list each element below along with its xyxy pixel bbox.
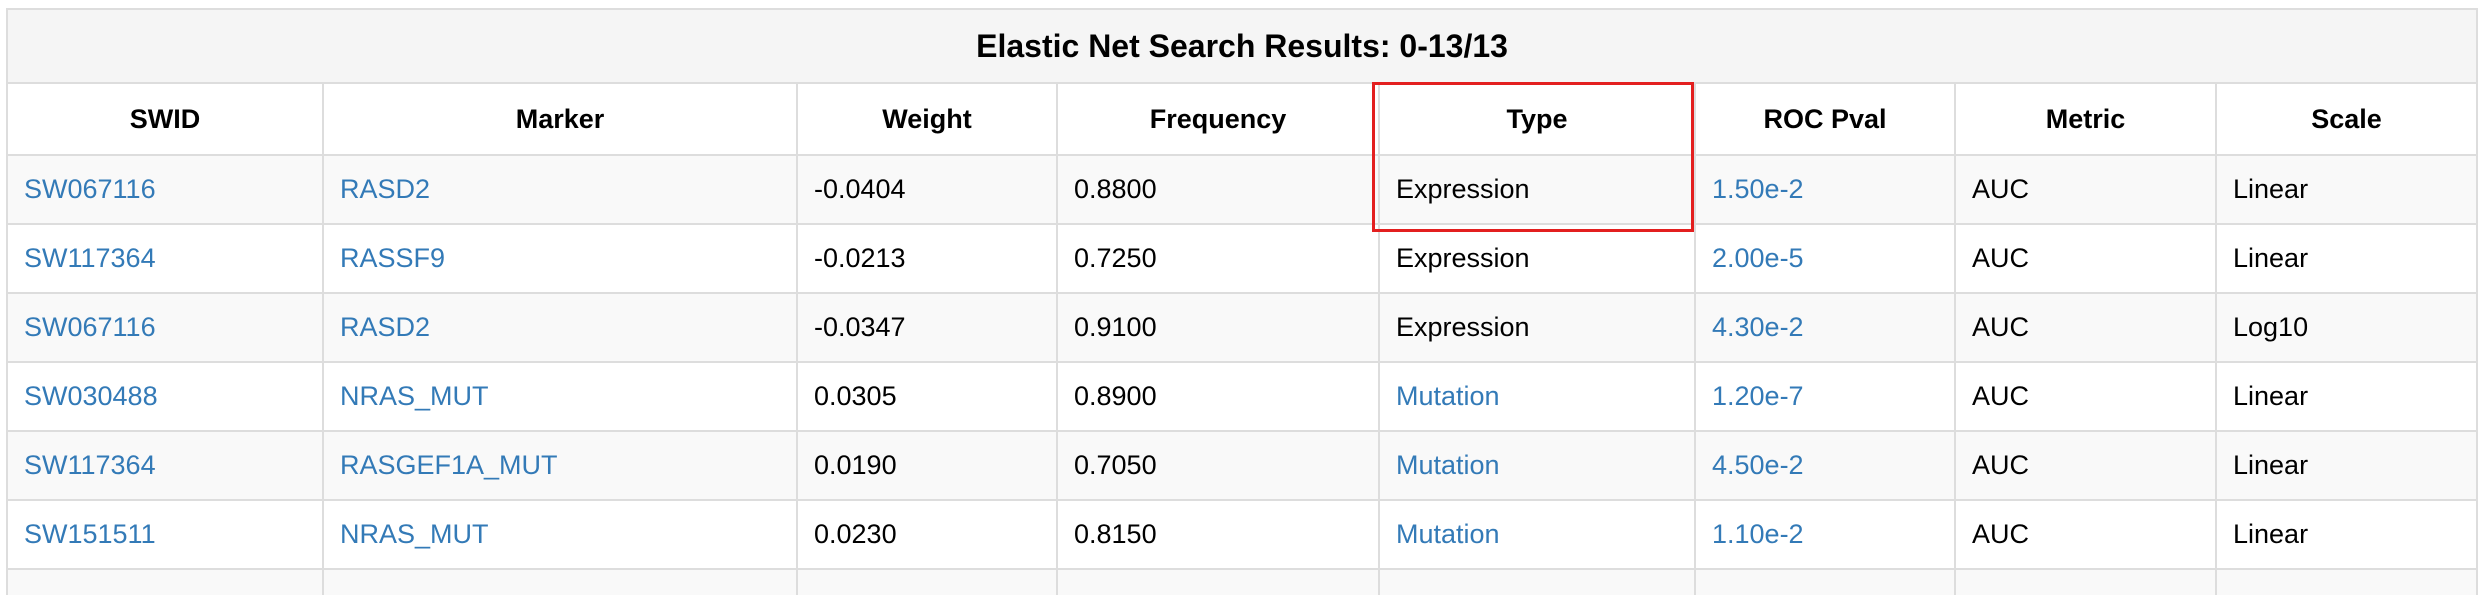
cell-metric: AUC: [1954, 499, 2217, 570]
cell-scale: Linear: [2214, 430, 2479, 501]
cell-marker: RASD2: [322, 154, 798, 225]
cell-roc-pval: 2.00e-5: [1694, 223, 1956, 294]
cell-type: Mutation: [1378, 361, 1696, 432]
roc-pval-link[interactable]: 1.10e-2: [1712, 519, 1804, 549]
cell-type: Expression: [1378, 154, 1696, 225]
cell-weight: 0.0190: [796, 430, 1058, 501]
cell-metric: AUC: [1954, 223, 2217, 294]
column-header-marker[interactable]: Marker: [322, 82, 798, 156]
table-row: SW117364 RASGEF1A_MUT 0.0190 0.7050 Mutation…: [6, 430, 2479, 501]
table-row: SW030488 NRAS_MUT 0.0305 0.8900 Mutation 1.20…: [6, 361, 2479, 432]
cell-frequency: 0.8900: [1056, 361, 1380, 432]
cell-swid: SW117364: [6, 223, 324, 294]
swid-link[interactable]: SW117364: [24, 450, 156, 480]
cell-scale: Linear: [2214, 361, 2479, 432]
type-link[interactable]: Mutation: [1396, 519, 1500, 549]
table-row: SW067116 RASD2 -0.0347 0.9100 Expression 4.30…: [6, 292, 2479, 363]
cell-metric: [1954, 568, 2217, 595]
cell-swid: SW030488: [6, 361, 324, 432]
column-header-type[interactable]: Type: [1378, 82, 1696, 156]
type-link[interactable]: Mutation: [1396, 450, 1500, 480]
cell-frequency: 0.7250: [1056, 223, 1380, 294]
table-row: SW151511 NRAS_MUT 0.0230 0.8150 Mutation 1.10…: [6, 499, 2479, 570]
table-row: SW117364 RASSF9 -0.0213 0.7250 Expression 2.0…: [6, 223, 2479, 294]
type-link[interactable]: Mutation: [1396, 381, 1500, 411]
cell-frequency: 0.7050: [1056, 430, 1380, 501]
cell-weight: [796, 568, 1058, 595]
cell-marker: RASGEF1A_MUT: [322, 430, 798, 501]
cell-roc-pval: [1694, 568, 1956, 595]
swid-link[interactable]: SW117364: [24, 243, 156, 273]
roc-pval-link[interactable]: 1.20e-7: [1712, 381, 1804, 411]
cell-swid: SW067116: [6, 292, 324, 363]
cell-frequency: 0.8150: [1056, 499, 1380, 570]
swid-link[interactable]: SW030488: [24, 381, 158, 411]
results-table: Elastic Net Search Results: 0-13/13 SWID…: [5, 8, 2479, 595]
roc-pval-link[interactable]: 4.50e-2: [1712, 450, 1804, 480]
cell-metric: AUC: [1954, 361, 2217, 432]
cell-type: Mutation: [1378, 430, 1696, 501]
cell-marker: RASSF9: [322, 223, 798, 294]
cell-type: [1378, 568, 1696, 595]
column-header-swid[interactable]: SWID: [6, 82, 324, 156]
cell-weight: 0.0305: [796, 361, 1058, 432]
column-header-scale[interactable]: Scale: [2214, 82, 2479, 156]
cell-type: Expression: [1378, 292, 1696, 363]
swid-link[interactable]: SW151511: [24, 519, 156, 549]
roc-pval-link[interactable]: 4.30e-2: [1712, 312, 1804, 342]
cell-frequency: 0.8800: [1056, 154, 1380, 225]
table-row: SW067116 RASD2 -0.0404 0.8800 Expression 1.50…: [6, 154, 2479, 225]
marker-link[interactable]: RASD2: [340, 312, 431, 342]
table-row: [6, 568, 2479, 595]
cell-weight: -0.0213: [796, 223, 1058, 294]
roc-pval-link[interactable]: 1.50e-2: [1712, 174, 1804, 204]
cell-scale: Log10: [2214, 292, 2479, 363]
marker-link[interactable]: RASD2: [340, 174, 431, 204]
cell-metric: AUC: [1954, 292, 2217, 363]
cell-marker: NRAS_MUT: [322, 361, 798, 432]
cell-weight: 0.0230: [796, 499, 1058, 570]
cell-roc-pval: 4.30e-2: [1694, 292, 1956, 363]
marker-link[interactable]: NRAS_MUT: [340, 519, 489, 549]
cell-scale: Linear: [2214, 154, 2479, 225]
cell-metric: AUC: [1954, 154, 2217, 225]
cell-frequency: 0.9100: [1056, 292, 1380, 363]
cell-type: Expression: [1378, 223, 1696, 294]
cell-roc-pval: 1.20e-7: [1694, 361, 1956, 432]
cell-marker: RASD2: [322, 292, 798, 363]
marker-link[interactable]: NRAS_MUT: [340, 381, 489, 411]
cell-roc-pval: 4.50e-2: [1694, 430, 1956, 501]
cell-roc-pval: 1.50e-2: [1694, 154, 1956, 225]
header-row: SWID Marker Weight Frequency Type ROC Pval Met…: [6, 82, 2479, 156]
swid-link[interactable]: SW067116: [24, 174, 156, 204]
cell-weight: -0.0347: [796, 292, 1058, 363]
cell-swid: SW117364: [6, 430, 324, 501]
cell-roc-pval: 1.10e-2: [1694, 499, 1956, 570]
cell-type: Mutation: [1378, 499, 1696, 570]
cell-frequency: [1056, 568, 1380, 595]
column-header-weight[interactable]: Weight: [796, 82, 1058, 156]
column-header-frequency[interactable]: Frequency: [1056, 82, 1380, 156]
marker-link[interactable]: RASGEF1A_MUT: [340, 450, 558, 480]
cell-swid: [6, 568, 324, 595]
cell-metric: AUC: [1954, 430, 2217, 501]
table-body: SW067116 RASD2 -0.0404 0.8800 Expression 1.50…: [6, 154, 2479, 595]
cell-marker: NRAS_MUT: [322, 499, 798, 570]
cell-scale: Linear: [2214, 223, 2479, 294]
roc-pval-link[interactable]: 2.00e-5: [1712, 243, 1804, 273]
cell-marker: [322, 568, 798, 595]
swid-link[interactable]: SW067116: [24, 312, 156, 342]
cell-scale: Linear: [2214, 499, 2479, 570]
column-header-metric[interactable]: Metric: [1954, 82, 2217, 156]
cell-weight: -0.0404: [796, 154, 1058, 225]
cell-scale: [2214, 568, 2479, 595]
column-header-roc-pval[interactable]: ROC Pval: [1694, 82, 1956, 156]
table-title: Elastic Net Search Results: 0-13/13: [5, 8, 2479, 84]
cell-swid: SW151511: [6, 499, 324, 570]
marker-link[interactable]: RASSF9: [340, 243, 446, 273]
cell-swid: SW067116: [6, 154, 324, 225]
